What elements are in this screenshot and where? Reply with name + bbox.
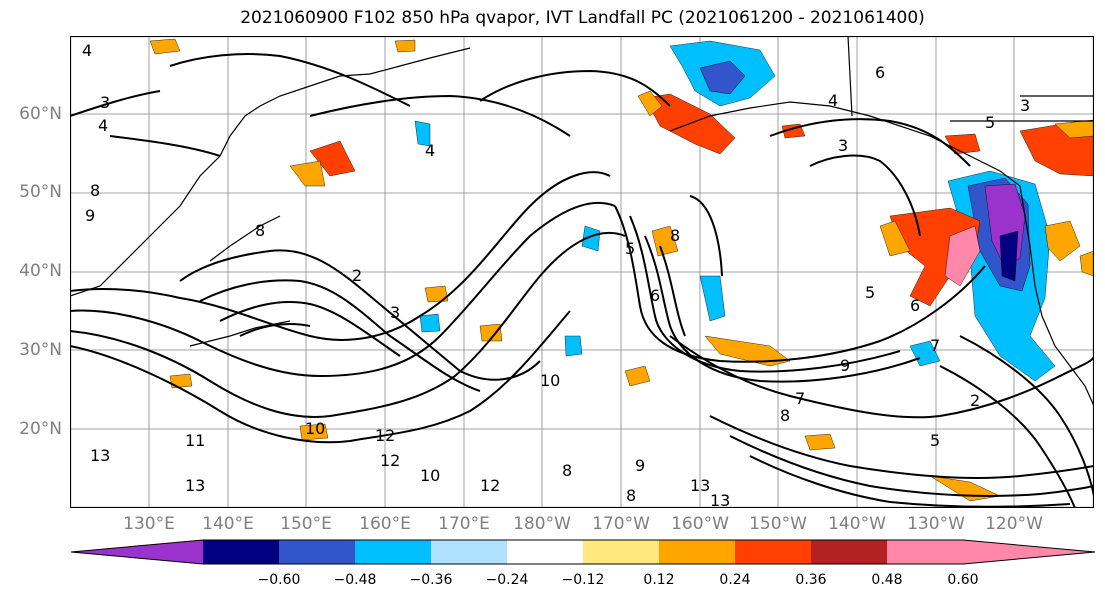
colorbar-segment <box>887 540 964 564</box>
contour-label: 2 <box>970 391 980 410</box>
colorbar-tick-label: −0.48 <box>333 572 377 588</box>
contour-label: 8 <box>562 461 572 480</box>
lon-label: 170°E <box>438 514 490 534</box>
contour-label: 5 <box>865 283 875 302</box>
lon-label: 160°W <box>671 514 729 534</box>
contour-label: 6 <box>910 296 920 315</box>
contour-label: 10 <box>305 419 325 438</box>
coastlines <box>70 36 1094 407</box>
lon-label: 160°E <box>359 514 411 534</box>
colorbar-segment <box>659 540 736 564</box>
lon-label: 150°W <box>749 514 807 534</box>
colorbar-tick-label: −0.12 <box>561 572 605 588</box>
contour-label: 6 <box>650 286 660 305</box>
contour-labels: 4 3 4 8 9 8 2 3 12 13 10 12 13 10 11 12 … <box>82 41 1030 508</box>
colorbar-segment <box>583 540 660 564</box>
colorbar-tick-label: 0.36 <box>795 572 827 588</box>
colorbar-tick-label: 0.12 <box>643 572 675 588</box>
contour-label: 4 <box>425 141 435 160</box>
qvapor-shading <box>149 38 1094 502</box>
colorbar-segment <box>507 540 584 564</box>
contour-label: 13 <box>690 476 710 495</box>
contour-label: 3 <box>390 303 400 322</box>
contour-label: 5 <box>985 113 995 132</box>
contour-label: 8 <box>90 181 100 200</box>
contour-label: 13 <box>90 446 110 465</box>
gridlines <box>70 36 1094 508</box>
contour-label: 3 <box>100 93 110 112</box>
contour-label: 8 <box>255 221 265 240</box>
colorbar-extend-high <box>963 540 1095 564</box>
contour-label: 3 <box>1020 96 1030 115</box>
lat-label: 50°N <box>19 182 62 202</box>
colorbar-segment <box>811 540 888 564</box>
colorbar-segment <box>203 540 280 564</box>
lon-label: 170°W <box>592 514 650 534</box>
lat-label: 60°N <box>19 104 62 124</box>
contour-label: 2 <box>352 266 362 285</box>
lon-label: 150°E <box>280 514 332 534</box>
lat-label: 20°N <box>19 419 62 439</box>
contour-label: 11 <box>185 431 205 450</box>
contour-label: 8 <box>780 406 790 425</box>
map-title: 2021060900 F102 850 hPa qvapor, IVT Land… <box>240 8 925 28</box>
contour-label: 13 <box>710 491 730 508</box>
contour-label: 4 <box>828 91 838 110</box>
map-frame <box>70 36 1094 508</box>
colorbar-tick-label: 0.24 <box>719 572 751 588</box>
lon-label: 130°W <box>907 514 965 534</box>
contour-label: 7 <box>795 389 805 408</box>
contour-label: 12 <box>375 426 395 445</box>
contour-label: 13 <box>185 476 205 495</box>
contour-label: 9 <box>635 456 645 475</box>
contour-label: 10 <box>540 371 560 390</box>
lon-label: 140°W <box>828 514 886 534</box>
colorbar-extend-low <box>71 540 203 564</box>
colorbar-tick-label: −0.60 <box>257 572 301 588</box>
contour-label: 4 <box>82 41 92 60</box>
lon-label: 130°E <box>123 514 175 534</box>
contour-label: 12 <box>380 451 400 470</box>
contour-label: 6 <box>875 63 885 82</box>
lon-label: 180°W <box>513 514 571 534</box>
contour-label: 7 <box>930 336 940 355</box>
lat-label: 30°N <box>19 340 62 360</box>
colorbar-tick-label: −0.24 <box>485 572 529 588</box>
contour-label: 12 <box>480 476 500 495</box>
lon-label: 120°W <box>985 514 1043 534</box>
lon-label: 140°E <box>202 514 254 534</box>
geopotential-contours <box>70 53 1094 508</box>
colorbar-segment <box>431 540 508 564</box>
colorbar-tick-label: −0.36 <box>409 572 453 588</box>
contour-label: 8 <box>670 226 680 245</box>
contour-label: 10 <box>420 466 440 485</box>
contour-label: 9 <box>840 356 850 375</box>
colorbar-segment <box>279 540 356 564</box>
contour-label: 5 <box>930 431 940 450</box>
contour-label: 5 <box>625 239 635 258</box>
map-panel: 4 3 4 8 9 8 2 3 12 13 10 12 13 10 11 12 … <box>70 36 1094 508</box>
colorbar-segment <box>735 540 812 564</box>
contour-label: 3 <box>838 136 848 155</box>
colorbar <box>70 539 1096 565</box>
contour-label: 4 <box>98 116 108 135</box>
colorbar-segment <box>355 540 432 564</box>
contour-label: 9 <box>85 206 95 225</box>
lat-label: 40°N <box>19 261 62 281</box>
colorbar-tick-label: 0.60 <box>947 572 979 588</box>
contour-label: 8 <box>626 486 636 505</box>
colorbar-tick-label: 0.48 <box>871 572 903 588</box>
